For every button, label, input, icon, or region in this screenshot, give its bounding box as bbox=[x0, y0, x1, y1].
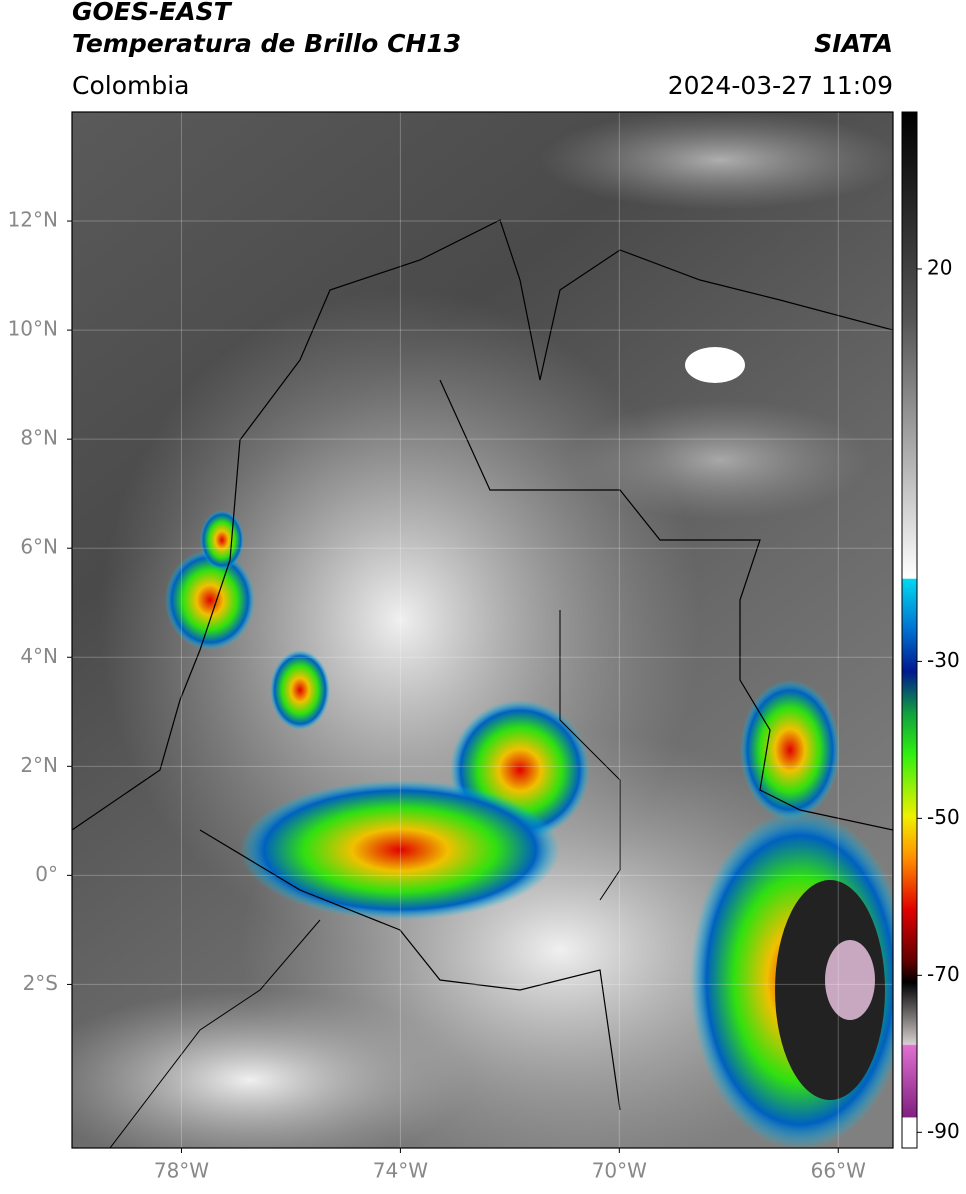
colorbar bbox=[901, 111, 918, 1149]
colorbar-label: -70 bbox=[927, 962, 960, 986]
datetime: 2024-03-27 11:09 bbox=[668, 71, 893, 100]
lon-label: 78°W bbox=[154, 1159, 209, 1183]
lat-label: 2°S bbox=[23, 971, 58, 995]
colorbar-label: 20 bbox=[927, 255, 952, 279]
colorbar-label: -50 bbox=[927, 805, 960, 829]
lat-label: 10°N bbox=[8, 317, 58, 341]
lon-label: 70°W bbox=[592, 1159, 647, 1183]
lon-label: 74°W bbox=[373, 1159, 428, 1183]
lat-label: 0° bbox=[35, 862, 58, 886]
map-frame bbox=[71, 111, 894, 1149]
lat-label: 8°N bbox=[20, 426, 58, 450]
lat-label: 4°N bbox=[20, 644, 58, 668]
colorbar-label: -90 bbox=[927, 1119, 960, 1143]
colorbar-label: -30 bbox=[927, 648, 960, 672]
lon-label: 66°W bbox=[811, 1159, 866, 1183]
title: GOES-EAST bbox=[72, 0, 233, 26]
region: Colombia bbox=[72, 71, 189, 100]
lat-label: 12°N bbox=[8, 208, 58, 232]
source: SIATA bbox=[814, 29, 893, 58]
subtitle: Temperatura de Brillo CH13 bbox=[72, 29, 461, 58]
lat-label: 2°N bbox=[20, 753, 58, 777]
lat-label: 6°N bbox=[20, 535, 58, 559]
map-image bbox=[72, 112, 893, 1148]
